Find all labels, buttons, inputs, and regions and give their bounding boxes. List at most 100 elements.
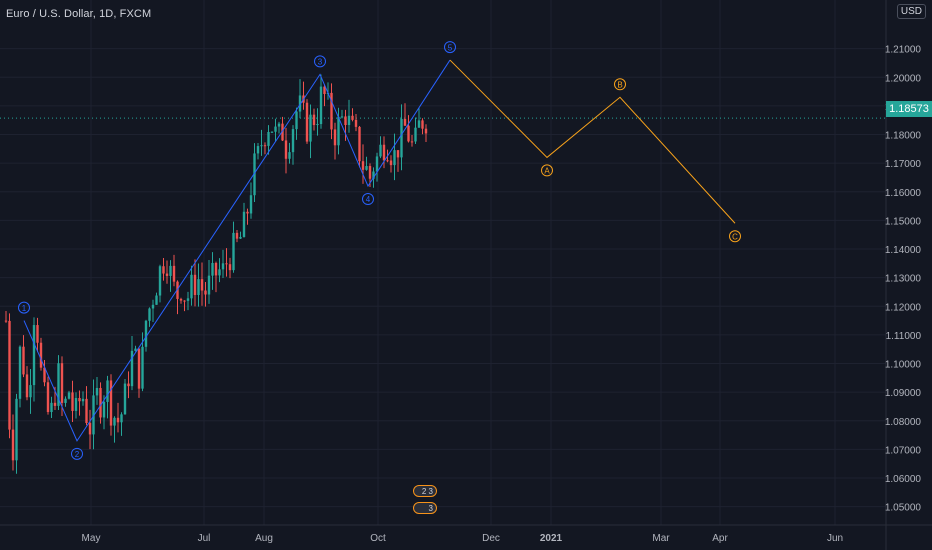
- candle-body: [270, 131, 274, 133]
- candle-body: [414, 127, 417, 142]
- candle-body: [239, 236, 242, 239]
- candle-body: [309, 114, 312, 142]
- candle-body: [50, 402, 53, 413]
- y-tick-label: 1.08000: [885, 417, 922, 428]
- wave-label-circle: [314, 55, 326, 68]
- candle-body: [372, 171, 375, 179]
- candle-body: [95, 387, 99, 396]
- candle-body: [232, 232, 235, 271]
- wave-label: C: [732, 232, 738, 241]
- wave-label-circle: [18, 301, 30, 314]
- candle-body: [218, 269, 221, 276]
- candle-body: [235, 232, 239, 239]
- candle-body: [109, 380, 113, 426]
- candle-body: [274, 126, 277, 132]
- candle-body: [144, 320, 148, 347]
- last-price-badge: 1.18573: [886, 101, 932, 117]
- candle-body: [88, 423, 92, 435]
- candle-body: [333, 129, 337, 146]
- candle-body: [337, 116, 340, 146]
- candle-body: [176, 281, 179, 299]
- candle-body: [130, 350, 134, 387]
- wave-label: 1: [22, 304, 27, 313]
- candle-body: [193, 274, 197, 295]
- wave-label-circle: [362, 193, 374, 206]
- candle-body: [288, 152, 291, 159]
- candle-body: [281, 123, 284, 141]
- candle-body: [78, 398, 81, 402]
- wave-label-circle: [444, 41, 456, 54]
- candle-body: [298, 95, 302, 112]
- x-tick-label: 2021: [540, 533, 563, 544]
- candle-body: [424, 128, 428, 134]
- event-icon-label: 2 3: [421, 486, 433, 496]
- candle-body: [375, 156, 379, 172]
- candle-body: [351, 115, 354, 120]
- candle-body: [361, 161, 365, 170]
- x-tick-label: May: [82, 533, 101, 544]
- y-tick-label: 1.09000: [885, 388, 922, 399]
- candle-body: [396, 150, 400, 158]
- x-tick-label: Dec: [482, 533, 500, 544]
- y-tick-label: 1.10000: [885, 360, 922, 371]
- y-tick-label: 1.14000: [885, 245, 922, 256]
- candle-body: [211, 262, 214, 276]
- candle-body: [393, 150, 396, 166]
- candle-body: [382, 144, 386, 161]
- candle-body: [386, 160, 389, 162]
- wave-label: 5: [448, 43, 453, 52]
- currency-button[interactable]: USD: [896, 4, 926, 19]
- chart-title: Euro / U.S. Dollar, 1D, FXCM: [6, 8, 152, 20]
- candle-body: [319, 86, 323, 125]
- candle-body: [29, 385, 32, 398]
- candle-body: [389, 160, 393, 166]
- candle-body: [204, 290, 207, 295]
- candle-body: [60, 363, 64, 403]
- candle-body: [179, 298, 183, 301]
- wave-label-circle: [71, 447, 83, 460]
- candle-body: [347, 115, 351, 126]
- candle-body: [8, 320, 11, 430]
- candle-body: [340, 116, 344, 118]
- candle-body: [379, 144, 382, 157]
- candle-body: [312, 114, 316, 126]
- elliott-wave-lines: [23, 59, 736, 442]
- candle-body: [18, 346, 22, 399]
- candle-body: [277, 123, 281, 127]
- x-tick-label: Mar: [652, 533, 670, 544]
- candle-body: [316, 124, 319, 126]
- economic-event-icon[interactable]: 3: [413, 502, 437, 514]
- candle-body: [190, 274, 193, 299]
- candle-body: [53, 402, 57, 406]
- candle-body: [92, 395, 95, 435]
- candle-body: [421, 120, 424, 129]
- y-tick-label: 1.11000: [886, 331, 922, 342]
- candle-body: [323, 86, 326, 95]
- candle-body: [11, 429, 15, 461]
- candle-body: [116, 417, 120, 423]
- y-tick-label: 1.07000: [885, 445, 922, 456]
- candle-body: [81, 398, 85, 402]
- candle-body: [186, 298, 190, 301]
- candle-body: [169, 265, 172, 276]
- candle-body: [330, 92, 333, 130]
- x-tick-label: Apr: [712, 533, 728, 544]
- wave-labels: 1 2 3 4 5 A B C: [18, 41, 741, 460]
- y-tick-label: 1.17000: [885, 159, 922, 170]
- candle-body: [158, 266, 162, 296]
- wave-label-circle: [614, 78, 626, 91]
- candle-body: [410, 141, 414, 143]
- candle-body: [400, 118, 403, 158]
- candle-body: [291, 129, 295, 153]
- candle-body: [256, 146, 260, 154]
- candle-body: [32, 325, 36, 386]
- candle-body: [417, 120, 421, 128]
- candle-body: [295, 111, 298, 130]
- candle-body: [148, 308, 151, 321]
- candle-body: [64, 398, 67, 403]
- candle-body: [246, 211, 249, 214]
- economic-event-icon[interactable]: 2 3: [413, 485, 437, 497]
